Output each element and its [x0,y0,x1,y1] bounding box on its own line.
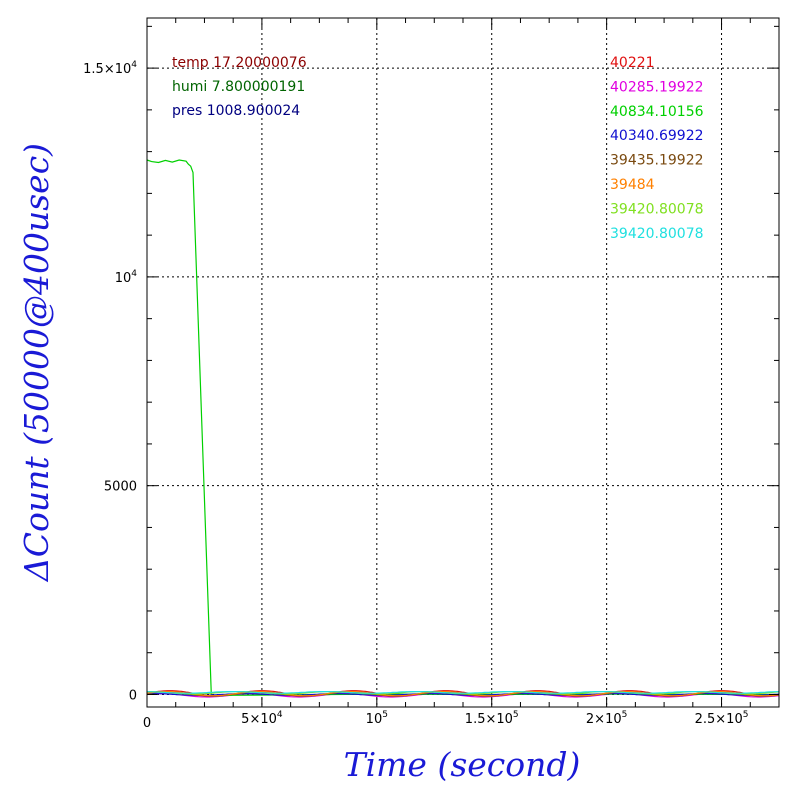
grid [147,18,779,707]
y-axis-label: ΔCount (50000@400usec) [17,143,56,583]
x-tick-label: 105 [366,710,388,727]
y-tick-label: 104 [115,269,138,286]
env-legend-entry: pres 1008.900024 [172,103,300,119]
x-tick-label: 1.5×105 [465,710,519,727]
series-legend-entry: 40285.19922 [610,79,704,95]
series-legend-entry: 40221 [610,55,655,71]
y-tick-label-base: 1.5×10 [83,62,131,77]
x-tick-label-exponent: 5 [622,710,628,720]
y-tick-label-base: 0 [129,688,137,703]
axis-ticks: 0 5×104 105 1.5×105 2×105 2.5×105050001041.5×… [83,18,779,731]
x-tick-label-base: 10 [366,712,383,727]
series-line [146,691,780,694]
x-tick-label-base: 1.5×10 [465,712,513,727]
series-legend-entry: 39484 [610,177,655,193]
env-legend-entry: temp 17.20000076 [172,55,307,71]
y-tick-label: 1.5×104 [83,60,137,77]
y-tick-label: 5000 [104,480,137,495]
series-legend-entry: 40834.10156 [610,104,704,120]
series-line [146,159,780,697]
y-tick-label-exponent: 4 [131,60,137,70]
y-tick-label-base: 5000 [104,480,137,495]
legend: temp 17.20000076 humi 7.800000191 pres 100… [172,55,704,242]
x-tick-label: 5×104 [241,710,283,727]
x-tick-label: 0 [143,716,151,731]
x-tick-label-base: 5×10 [241,712,277,727]
series-legend-entry: 40340.69922 [610,128,704,144]
x-tick-label-base: 2×10 [586,712,622,727]
x-axis-label: Time (second) [344,745,581,784]
y-tick-label: 0 [129,688,137,703]
x-tick-label-exponent: 4 [277,710,283,720]
series-legend-entry: 39420.80078 [610,201,704,217]
env-legend-entry: humi 7.800000191 [172,79,305,95]
x-tick-label-exponent: 5 [743,710,749,720]
series-legend-entry: 39435.19922 [610,153,704,169]
series-legend-entry: 39420.80078 [610,226,704,242]
series-line [147,693,780,696]
series-lines [146,159,780,698]
x-tick-label-exponent: 5 [382,710,388,720]
x-tick-label: 2.5×105 [695,710,749,727]
x-tick-label-base: 2.5×10 [695,712,743,727]
plot-frame [146,17,780,708]
y-tick-label-base: 10 [115,271,132,286]
x-tick-label-base: 0 [143,716,151,731]
x-tick-label-exponent: 5 [513,710,519,720]
x-tick-label: 2×105 [586,710,627,727]
y-tick-label-exponent: 4 [131,269,137,279]
